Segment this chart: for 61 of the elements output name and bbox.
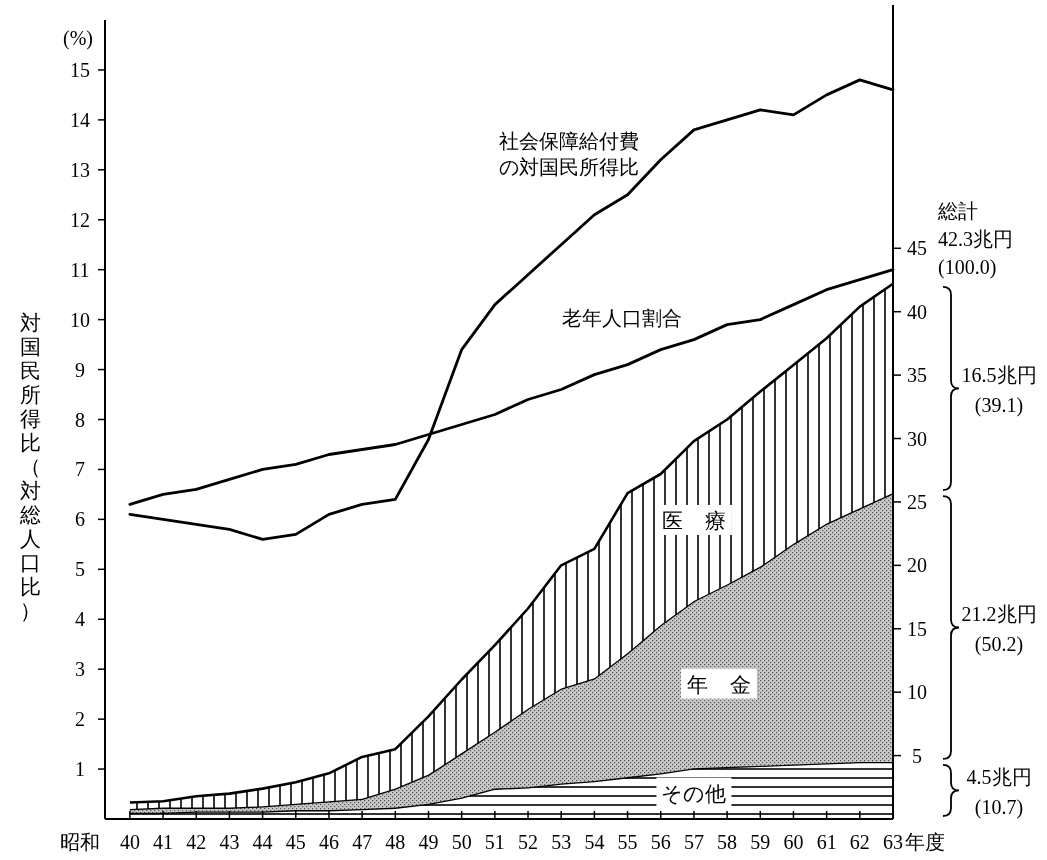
text: 16.5兆円 (39.1) [961, 364, 1037, 418]
x-tick-label: 46 [318, 831, 339, 853]
text: (%) [63, 27, 93, 50]
y-tick-label: 2 [75, 708, 85, 731]
series-label: 医療 [661, 508, 748, 533]
y-tick-label: 14 [70, 108, 90, 131]
y-tick-label: 9 [75, 358, 85, 381]
x-tick-label: 54 [584, 831, 605, 853]
series-label: その他 [661, 781, 727, 806]
y-tick-label: 10 [70, 308, 90, 331]
y2-tick-label: 45 [907, 237, 927, 260]
x-tick-label: 62 [849, 831, 870, 853]
x-tick-label: 63 [883, 831, 903, 853]
y-tick-label: 3 [75, 658, 85, 681]
x-tick-label: 49 [418, 831, 439, 853]
y2-tick-label: 40 [907, 300, 927, 323]
x-tick-label: 53 [551, 831, 572, 853]
y2-tick-label: 25 [907, 490, 927, 513]
x-tick-label: 52 [518, 831, 539, 853]
y-tick-label: 12 [70, 208, 90, 231]
y-tick-label: 13 [70, 158, 90, 181]
x-tick-label: 57 [683, 831, 704, 853]
series-label: 老年人口割合 [562, 306, 683, 329]
y-tick-label: 15 [70, 58, 90, 81]
x-axis-title: 昭和 [60, 831, 100, 853]
text: 21.2兆円 (50.2) [961, 603, 1037, 657]
x-tick-label: 61 [816, 831, 837, 853]
y-tick-label: 8 [75, 408, 85, 431]
x-tick-label: 41 [153, 831, 174, 853]
x-tick-label: 55 [617, 831, 638, 853]
text: 4.5兆円 (10.7) [966, 766, 1032, 820]
y2-tick-label: 15 [907, 617, 927, 640]
y2-tick-label: 10 [907, 681, 927, 704]
x-tick-label: 44 [252, 831, 273, 853]
y2-tick-label: 35 [907, 364, 927, 387]
x-tick-label: 47 [352, 831, 373, 853]
y-tick-label: 1 [75, 758, 85, 781]
x-tick-label: 43 [219, 831, 240, 853]
y-tick-label: 5 [75, 558, 85, 581]
x-tick-label: 56 [650, 831, 671, 853]
y2-tick-label: 20 [907, 554, 927, 577]
text: 対国民所得比（対総人口比） [19, 311, 41, 623]
y2-tick-label: 30 [907, 427, 927, 450]
series-label: 社会保障給付費の対国民所得比 [499, 129, 640, 178]
x-tick-label: 45 [285, 831, 306, 853]
y-tick-label: 6 [75, 508, 85, 531]
y-tick-label: 11 [70, 258, 90, 281]
y2-tick-label: 5 [912, 744, 922, 767]
y-tick-label: 7 [75, 458, 85, 481]
x-tick-label: 40 [119, 831, 140, 853]
x-tick-label: 58 [717, 831, 738, 853]
x-tick-label: 59 [750, 831, 771, 853]
y-tick-label: 4 [75, 608, 85, 631]
series-label: 年金 [686, 672, 773, 697]
x-tick-label: 51 [484, 831, 505, 853]
x-tick-label: 42 [186, 831, 207, 853]
text: 年度 [905, 831, 945, 853]
text: 総計 42.3兆円 (100.0) [937, 199, 1013, 279]
x-tick-label: 48 [385, 831, 406, 853]
x-tick-label: 50 [451, 831, 472, 853]
x-tick-label: 60 [783, 831, 804, 853]
